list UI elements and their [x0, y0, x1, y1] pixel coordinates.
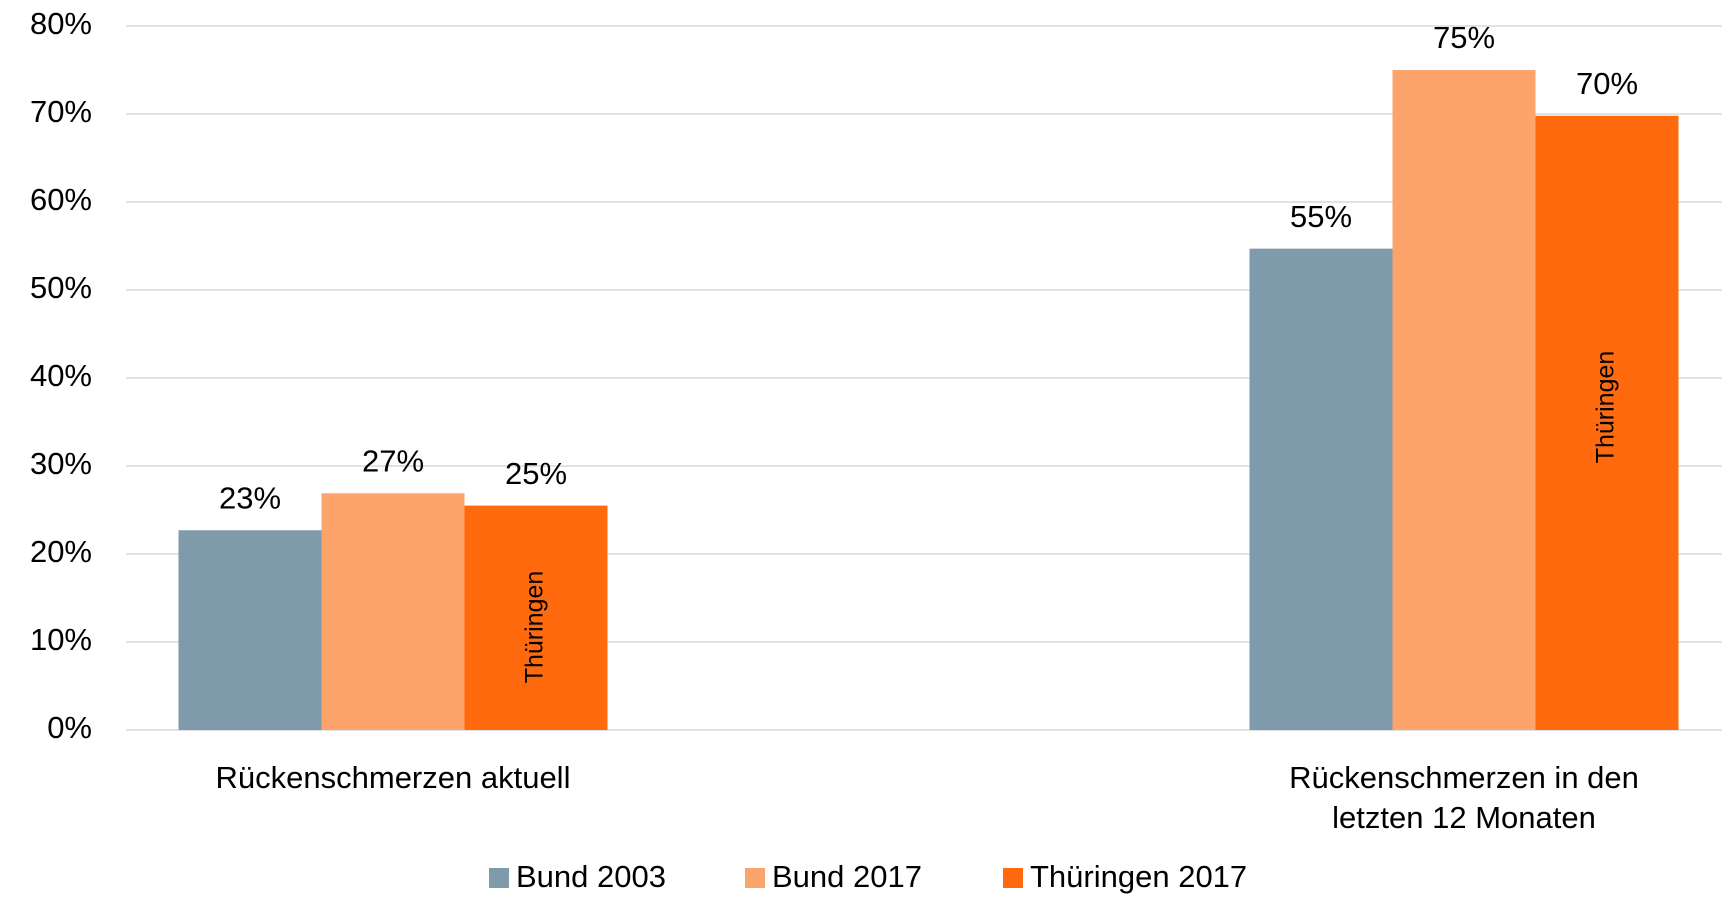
legend-swatch	[489, 868, 509, 888]
legend-label: Bund 2003	[516, 859, 666, 894]
legend-label: Bund 2017	[772, 859, 922, 894]
legend-swatch	[745, 868, 765, 888]
bar	[1535, 115, 1679, 730]
y-tick-label: 50%	[30, 270, 92, 305]
bar	[464, 505, 608, 730]
bar	[178, 530, 322, 730]
y-tick-label: 60%	[30, 182, 92, 217]
x-tick-label: Rückenschmerzen aktuell	[215, 760, 571, 795]
bar	[1392, 70, 1536, 730]
legend-swatch	[1003, 868, 1023, 888]
y-tick-label: 0%	[47, 710, 92, 745]
value-label: 23%	[219, 480, 281, 515]
y-tick-label: 10%	[30, 622, 92, 657]
y-tick-label: 70%	[30, 94, 92, 129]
bar	[1249, 248, 1393, 730]
value-label: 55%	[1290, 199, 1352, 234]
y-tick-label: 30%	[30, 446, 92, 481]
bar-annotation: Thüringen	[521, 571, 549, 684]
legend-label: Thüringen 2017	[1030, 859, 1247, 894]
value-label: 75%	[1433, 20, 1495, 55]
value-label: 70%	[1576, 66, 1638, 101]
bar	[321, 493, 465, 730]
y-tick-label: 80%	[30, 6, 92, 41]
bar-annotation: Thüringen	[1592, 351, 1620, 464]
value-label: 27%	[362, 443, 424, 478]
value-label: 25%	[505, 456, 567, 491]
y-tick-label: 40%	[30, 358, 92, 393]
x-tick-label: Rückenschmerzen in den letzten 12 Monate…	[1289, 760, 1639, 835]
y-tick-label: 20%	[30, 534, 92, 569]
